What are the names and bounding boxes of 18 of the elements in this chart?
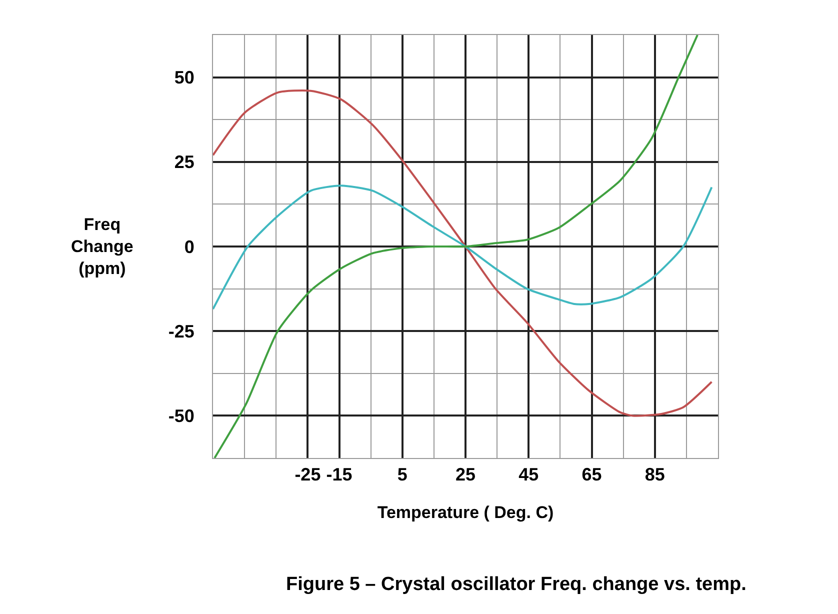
y-tick-label: -50 — [168, 406, 194, 426]
line-series — [213, 90, 713, 417]
x-tick-label: 5 — [397, 464, 408, 485]
y-tick-label: 25 — [174, 152, 194, 172]
line-series — [213, 184, 713, 310]
x-axis-title: Temperature ( Deg. C) — [377, 503, 554, 522]
y-tick-label: 50 — [174, 68, 194, 88]
x-tick-label: -25 — [294, 464, 321, 485]
line-series — [214, 35, 698, 458]
x-tick-label: 45 — [518, 464, 539, 485]
y-tick-label: -25 — [168, 321, 194, 342]
caption: Figure 5 – Crystal oscillator Freq. change vs. temp. — [286, 574, 746, 595]
x-tick-label: 65 — [582, 464, 602, 485]
y-axis-title: Freq Change (ppm) — [71, 215, 134, 278]
y-tick-label: 0 — [184, 236, 194, 257]
x-tick-label: 25 — [455, 464, 476, 485]
x-tick-label: 85 — [644, 464, 665, 485]
x-tick-label: -15 — [326, 464, 352, 485]
